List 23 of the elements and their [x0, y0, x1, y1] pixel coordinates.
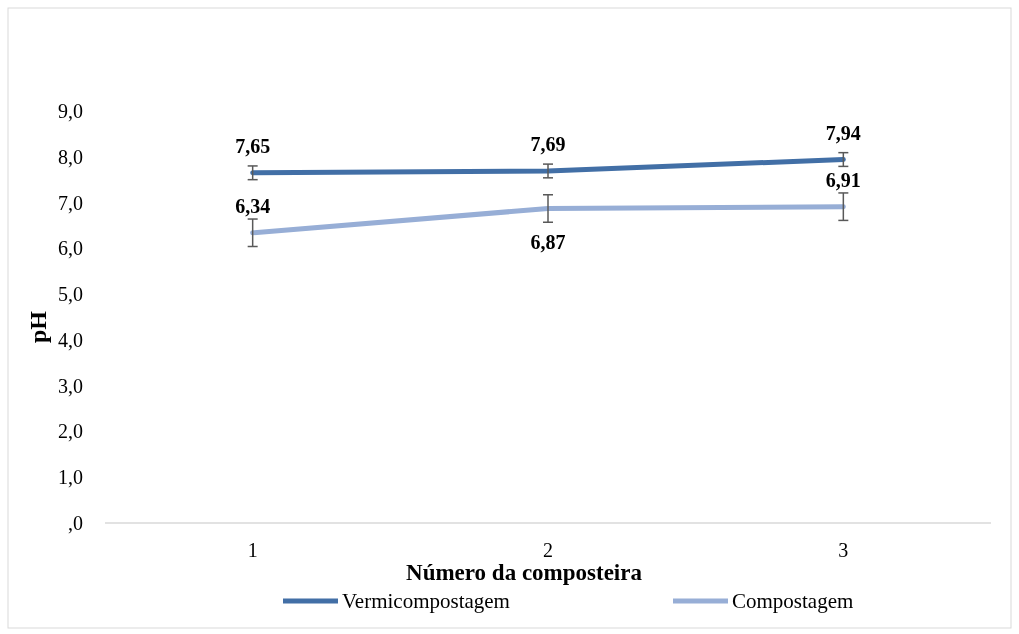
- data-label: 7,65: [235, 134, 271, 157]
- y-tick-label: 8,0: [58, 145, 83, 168]
- x-axis-title: Número da composteira: [406, 560, 643, 585]
- data-label: 6,91: [825, 168, 861, 191]
- x-tick-label: 2: [543, 539, 553, 561]
- legend-label: Vermicompostagem: [342, 589, 510, 614]
- x-tick-label: 1: [247, 539, 258, 561]
- y-tick-label: 2,0: [58, 420, 83, 443]
- legend-label: Compostagem: [732, 589, 854, 614]
- data-label: 6,34: [235, 194, 271, 217]
- y-tick-label: ,0: [68, 512, 83, 534]
- y-tick-label: 9,0: [58, 100, 83, 122]
- data-label: 7,94: [825, 121, 861, 144]
- y-tick-label: 1,0: [58, 466, 83, 489]
- y-tick-label: 7,0: [58, 191, 83, 214]
- y-tick-label: 3,0: [58, 374, 83, 397]
- y-tick-label: 5,0: [58, 283, 83, 306]
- data-label: 7,69: [530, 132, 566, 155]
- y-tick-label: 4,0: [58, 328, 83, 351]
- x-tick-label: 3: [838, 539, 849, 561]
- y-axis-title: pH: [25, 310, 51, 344]
- y-tick-label: 6,0: [58, 237, 83, 260]
- data-label: 6,87: [530, 230, 566, 253]
